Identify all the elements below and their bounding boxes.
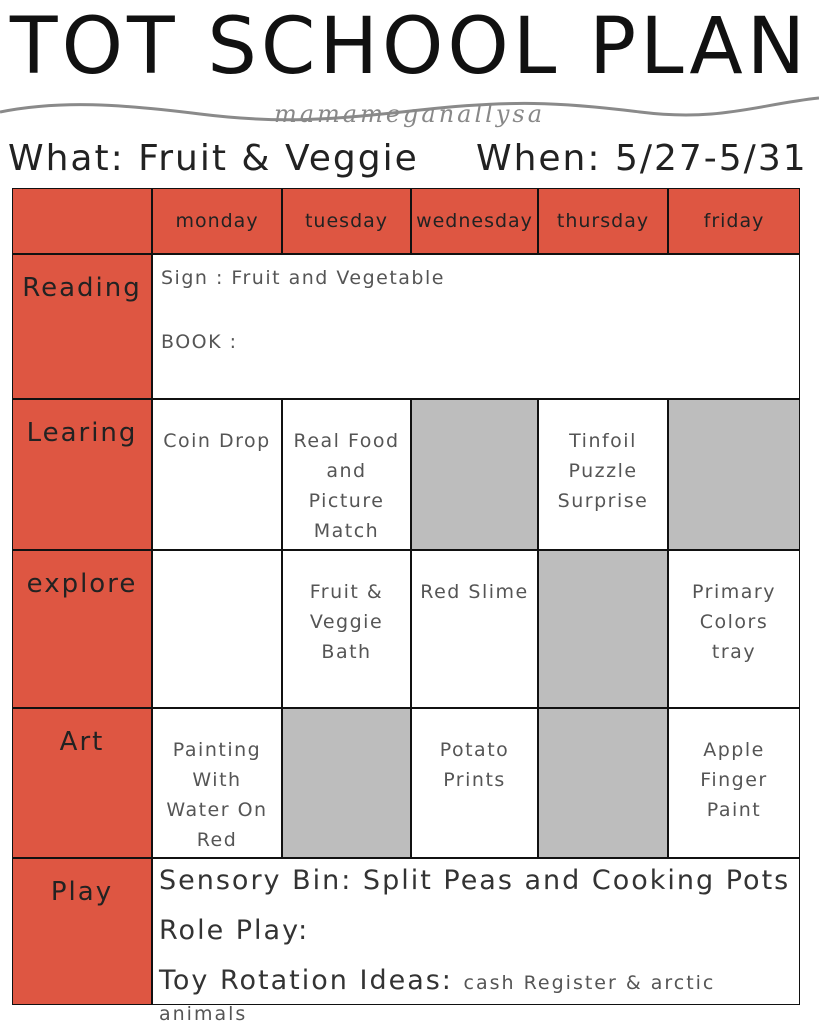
day-header: friday: [668, 188, 800, 254]
day-header: tuesday: [282, 188, 411, 254]
row-label: Play: [12, 858, 152, 1005]
shaded-cell: [668, 399, 800, 550]
toy-value: cash Register & arctic animals: [159, 972, 716, 1025]
play-line: Sensory Bin: Split Peas and Cooking Pots: [159, 865, 791, 896]
play-line: Role Play:: [159, 915, 310, 946]
signature: mamameganallysa: [273, 100, 546, 128]
empty-cell: [152, 550, 282, 708]
shaded-cell: [282, 708, 411, 858]
day-header: monday: [152, 188, 282, 254]
activity-cell: Coin Drop: [152, 399, 282, 550]
title: TOT SCHOOL PLAN: [9, 2, 810, 92]
play-line: Toy Rotation Ideas: cash Register & arct…: [159, 965, 799, 1027]
activity-cell: Tinfoil Puzzle Surprise: [538, 399, 668, 550]
reading-line: BOOK :: [161, 331, 238, 353]
corner-cell: [12, 188, 152, 254]
activity-cell: Potato Prints: [411, 708, 538, 858]
wavy-divider: [0, 96, 819, 122]
row-label: explore: [12, 550, 152, 708]
shaded-cell: [538, 550, 668, 708]
play-cell: Sensory Bin: Split Peas and Cooking Pots…: [152, 858, 800, 1025]
row-label: Reading: [12, 254, 152, 399]
reading-line: Sign : Fruit and Vegetable: [161, 267, 445, 289]
activity-cell: Primary Colors tray: [668, 550, 800, 708]
activity-cell: Painting With Water On Red: [152, 708, 282, 858]
activity-cell: Fruit & Veggie Bath: [282, 550, 411, 708]
reading-cell: Sign : Fruit and Vegetable BOOK :: [152, 254, 800, 399]
activity-cell: Real Food and Picture Match: [282, 399, 411, 550]
row-label: Art: [12, 708, 152, 858]
day-header: thursday: [538, 188, 668, 254]
when-label: When: 5/27-5/31: [476, 138, 808, 179]
day-header: wednesday: [411, 188, 538, 254]
row-label: Learing: [12, 399, 152, 550]
what-label: What: Fruit & Veggie: [8, 138, 419, 179]
shaded-cell: [538, 708, 668, 858]
activity-cell: Apple Finger Paint: [668, 708, 800, 858]
shaded-cell: [411, 399, 538, 550]
activity-cell: Red Slime: [411, 550, 538, 708]
toy-label: Toy Rotation Ideas:: [159, 965, 453, 996]
